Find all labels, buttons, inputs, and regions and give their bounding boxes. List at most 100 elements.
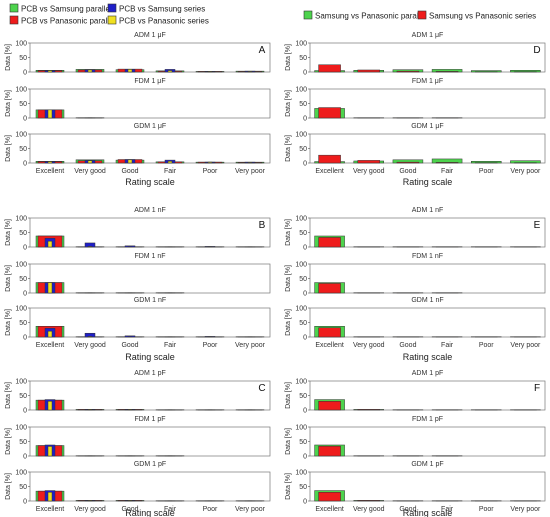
bar [87, 409, 93, 411]
bar [318, 445, 341, 457]
legend-label: PCB vs Panasonic series [119, 17, 209, 26]
x-tick-label: Very poor [510, 168, 541, 175]
x-tick-label: Good [399, 506, 416, 513]
panel-title: FDM 1 μF [134, 78, 165, 85]
panel-title: ADM 1 nF [134, 207, 166, 214]
x-tick-label: Poor [479, 506, 494, 513]
panel-title: GDM 1 nF [411, 297, 443, 304]
panel-title: ADM 1 μF [134, 32, 166, 39]
y-axis-label: Data [%] [285, 428, 292, 455]
y-tick-label: 50 [19, 320, 27, 327]
y-axis-label: Data [%] [5, 265, 12, 292]
panel-title: GDM 1 pF [134, 461, 166, 468]
bar [318, 154, 341, 164]
panel-letter: C [258, 383, 265, 394]
plot-frame [309, 217, 546, 248]
x-tick-label: Very good [74, 168, 106, 175]
y-tick-label: 50 [299, 484, 307, 491]
bar [127, 409, 133, 411]
bar [47, 282, 53, 294]
y-tick-label: 50 [19, 230, 27, 237]
legend-label: Samsung vs Panasonic series [429, 12, 536, 21]
legend-item: PCB vs Panasonic parallel [9, 15, 115, 26]
x-axis-label: Rating scale [125, 177, 175, 187]
plot-frame [29, 426, 271, 457]
bar [47, 446, 53, 457]
bar [357, 500, 380, 502]
y-tick-label: 50 [19, 439, 27, 446]
y-tick-label: 50 [299, 439, 307, 446]
bar [87, 246, 93, 248]
plot-frame [309, 380, 546, 411]
y-axis-label: Data [%] [285, 382, 292, 409]
bar [207, 161, 213, 164]
x-tick-label: Excellent [36, 342, 64, 349]
bar [318, 237, 341, 248]
x-axis-label: Rating scale [125, 508, 175, 517]
legend-item: PCB vs Panasonic series [107, 15, 209, 26]
y-tick-label: 50 [19, 484, 27, 491]
y-tick-label: 50 [19, 101, 27, 108]
bar [87, 500, 93, 502]
legend-label: PCB vs Samsung series [119, 5, 205, 14]
x-tick-label: Fair [441, 168, 454, 175]
y-tick-label: 100 [15, 87, 27, 94]
x-axis-label: Rating scale [403, 352, 453, 362]
y-axis-label: Data [%] [285, 265, 292, 292]
bar [47, 492, 53, 502]
panel-title: FDM 1 μF [412, 78, 443, 85]
plot-frame [29, 307, 271, 338]
panel-letter: E [534, 220, 541, 231]
y-tick-label: 0 [303, 70, 307, 77]
y-tick-label: 0 [303, 499, 307, 506]
x-tick-label: Fair [441, 506, 454, 513]
x-tick-label: Poor [203, 506, 218, 513]
panel-title: FDM 1 pF [134, 416, 165, 423]
plot-frame [309, 471, 546, 502]
y-tick-label: 50 [299, 393, 307, 400]
x-tick-label: Very poor [235, 342, 266, 349]
legend-swatch [417, 10, 427, 20]
y-tick-label: 0 [23, 116, 27, 123]
x-tick-label: Excellent [315, 342, 343, 349]
panel-letter: D [533, 45, 540, 56]
y-tick-label: 100 [295, 306, 307, 313]
bar [47, 330, 53, 338]
x-tick-label: Good [121, 506, 138, 513]
x-tick-label: Excellent [315, 506, 343, 513]
plot-frame [29, 42, 271, 73]
x-axis-label: Rating scale [403, 508, 453, 517]
plot-frame [29, 471, 271, 502]
y-axis-label: Data [%] [5, 135, 12, 162]
x-tick-label: Excellent [36, 506, 64, 513]
y-axis-label: Data [%] [5, 473, 12, 500]
bar [318, 107, 341, 119]
x-tick-label: Very good [74, 342, 106, 349]
legend-left: PCB vs Samsung parallel PCB vs Samsung se… [9, 3, 209, 26]
y-tick-label: 50 [19, 146, 27, 153]
panel-title: GDM 1 μF [411, 123, 443, 130]
y-tick-label: 0 [303, 245, 307, 252]
y-tick-label: 0 [303, 116, 307, 123]
y-axis-label: Data [%] [5, 44, 12, 71]
panel-title: GDM 1 μF [134, 123, 166, 130]
bar [318, 327, 341, 338]
x-tick-label: Excellent [36, 168, 64, 175]
x-tick-label: Good [121, 168, 138, 175]
legend-swatch [107, 15, 117, 25]
bar [47, 401, 53, 411]
x-tick-label: Very good [353, 342, 385, 349]
plot-frame [309, 88, 546, 119]
bar [87, 336, 93, 338]
y-tick-label: 100 [295, 470, 307, 477]
y-tick-label: 50 [299, 276, 307, 283]
